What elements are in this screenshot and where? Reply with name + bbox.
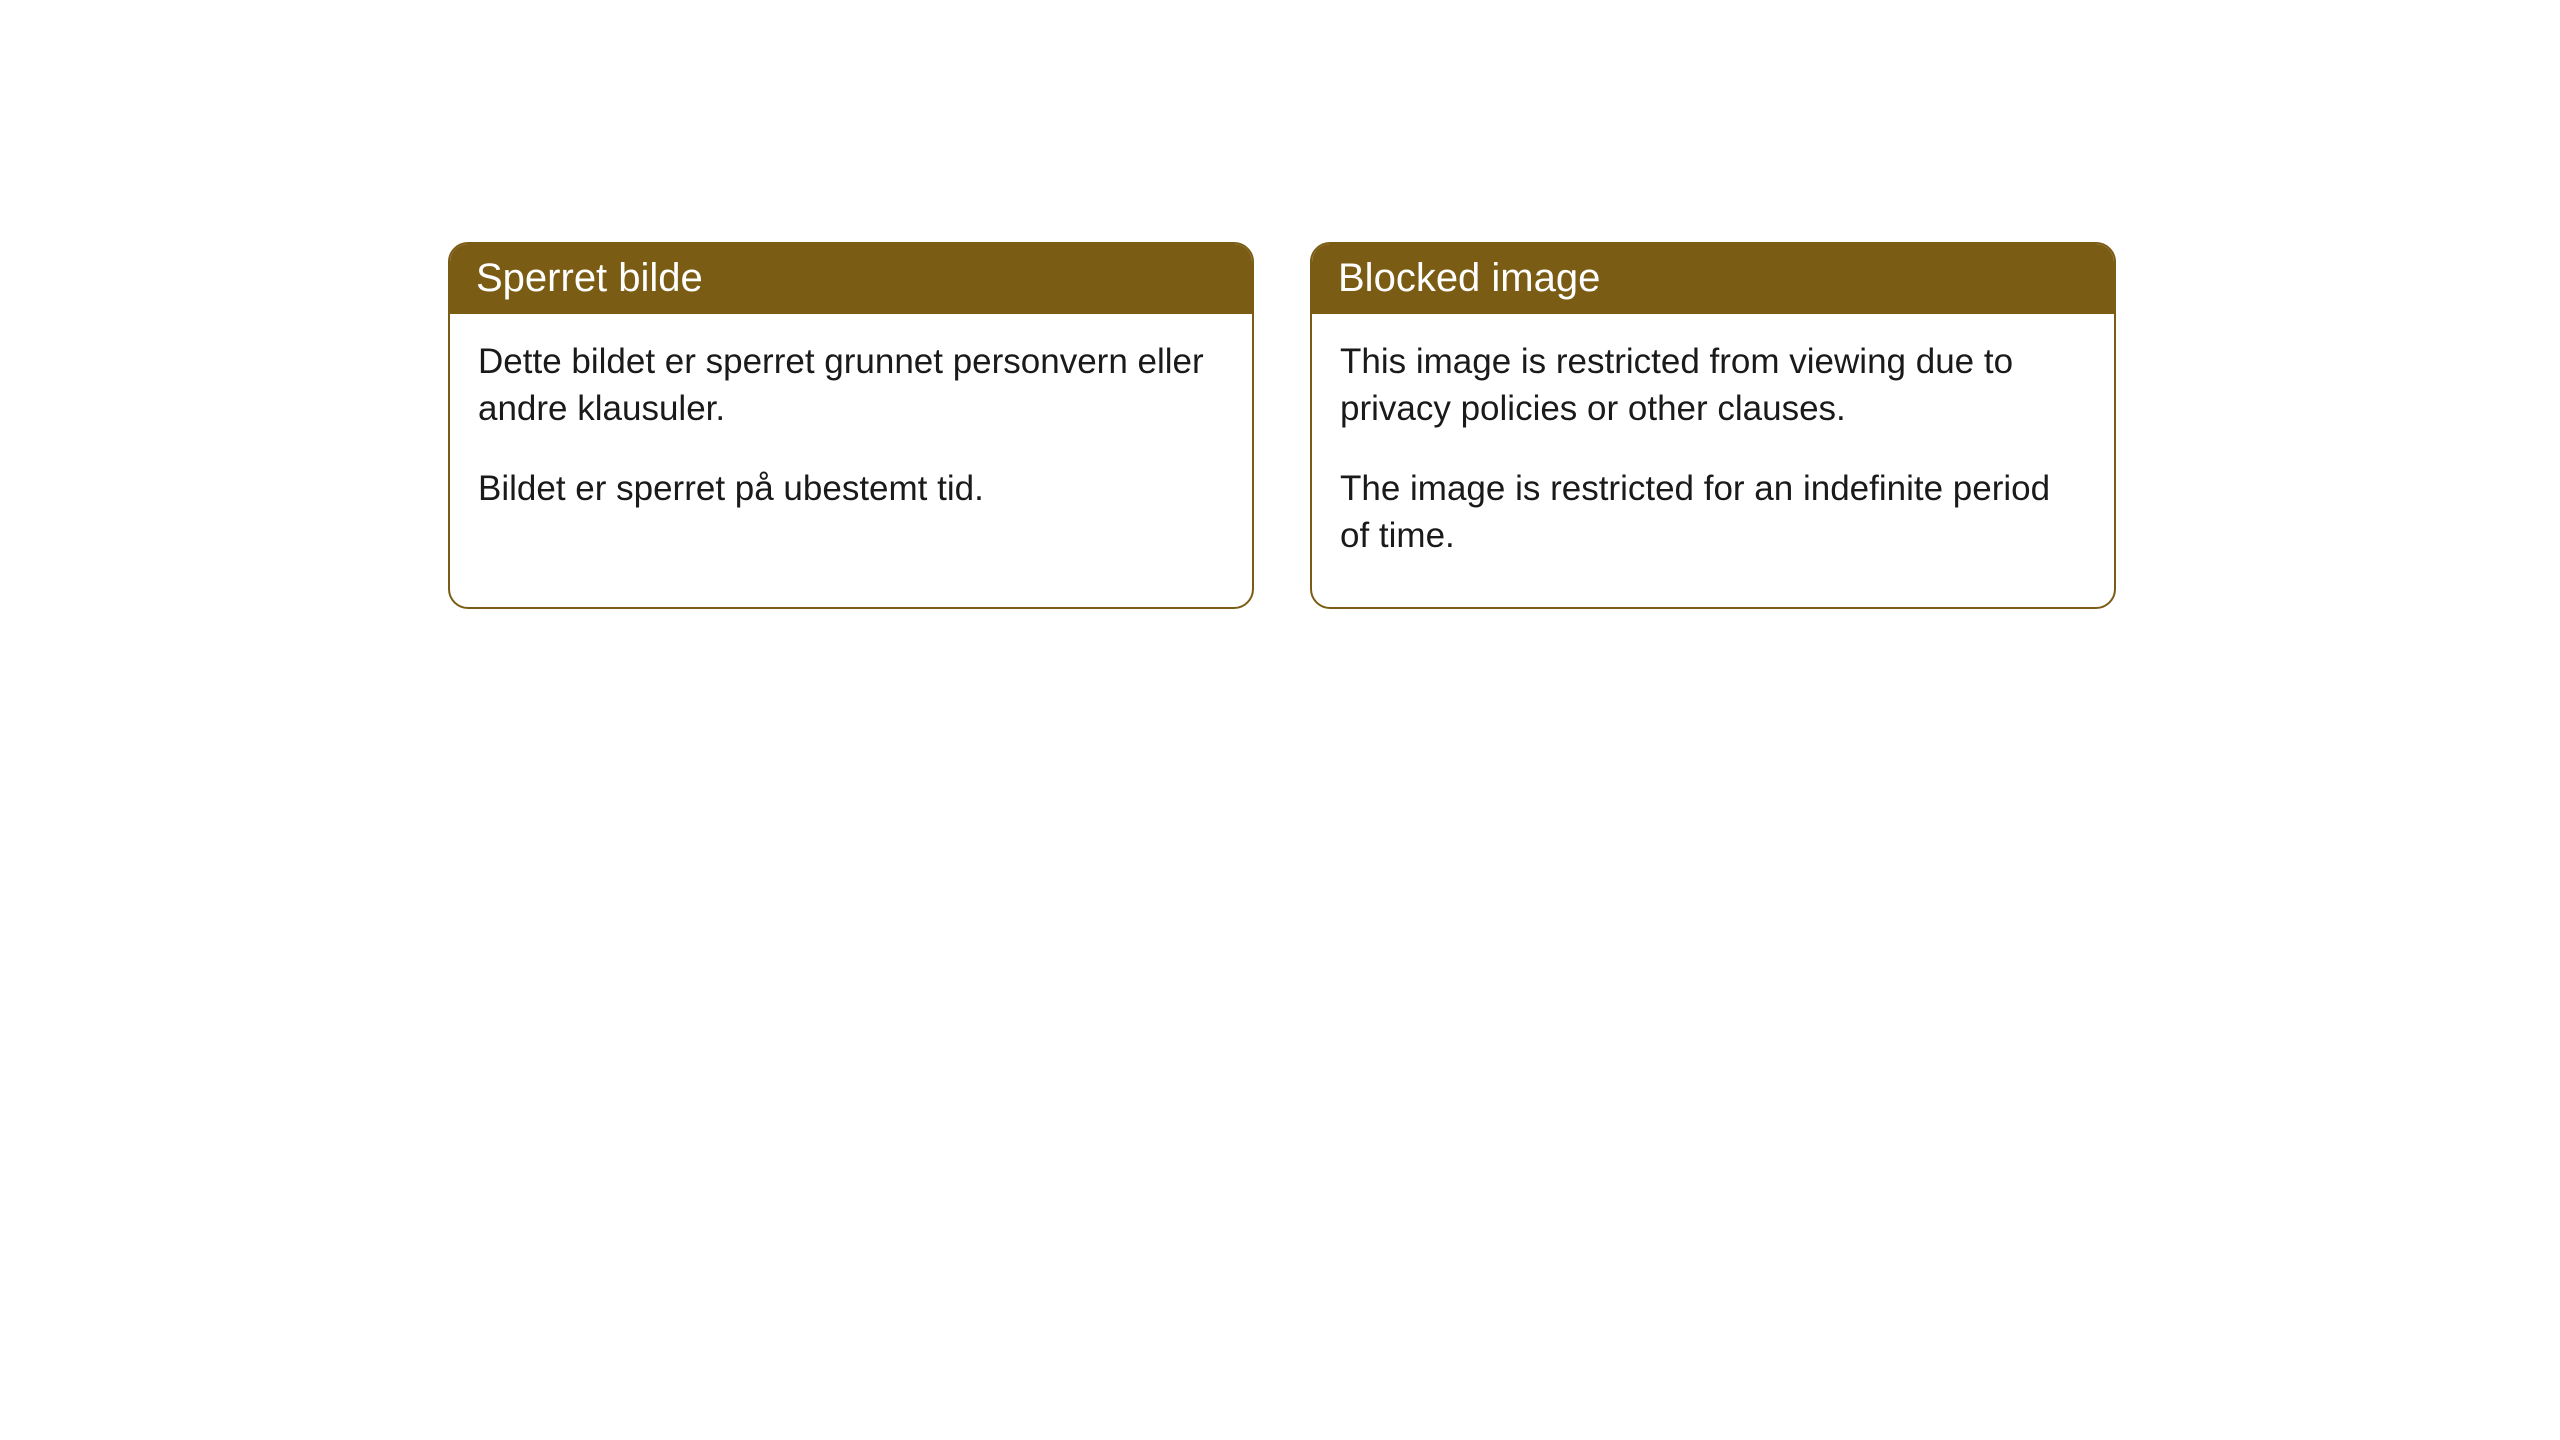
card-english-header: Blocked image (1312, 244, 2114, 314)
card-english-paragraph-2: The image is restricted for an indefinit… (1340, 465, 2086, 560)
card-english-body: This image is restricted from viewing du… (1312, 314, 2114, 607)
card-norwegian-body: Dette bildet er sperret grunnet personve… (450, 314, 1252, 560)
card-norwegian-paragraph-1: Dette bildet er sperret grunnet personve… (478, 338, 1224, 433)
card-norwegian: Sperret bilde Dette bildet er sperret gr… (448, 242, 1254, 609)
cards-container: Sperret bilde Dette bildet er sperret gr… (0, 0, 2560, 609)
card-norwegian-header: Sperret bilde (450, 244, 1252, 314)
card-english: Blocked image This image is restricted f… (1310, 242, 2116, 609)
card-norwegian-paragraph-2: Bildet er sperret på ubestemt tid. (478, 465, 1224, 512)
card-english-paragraph-1: This image is restricted from viewing du… (1340, 338, 2086, 433)
